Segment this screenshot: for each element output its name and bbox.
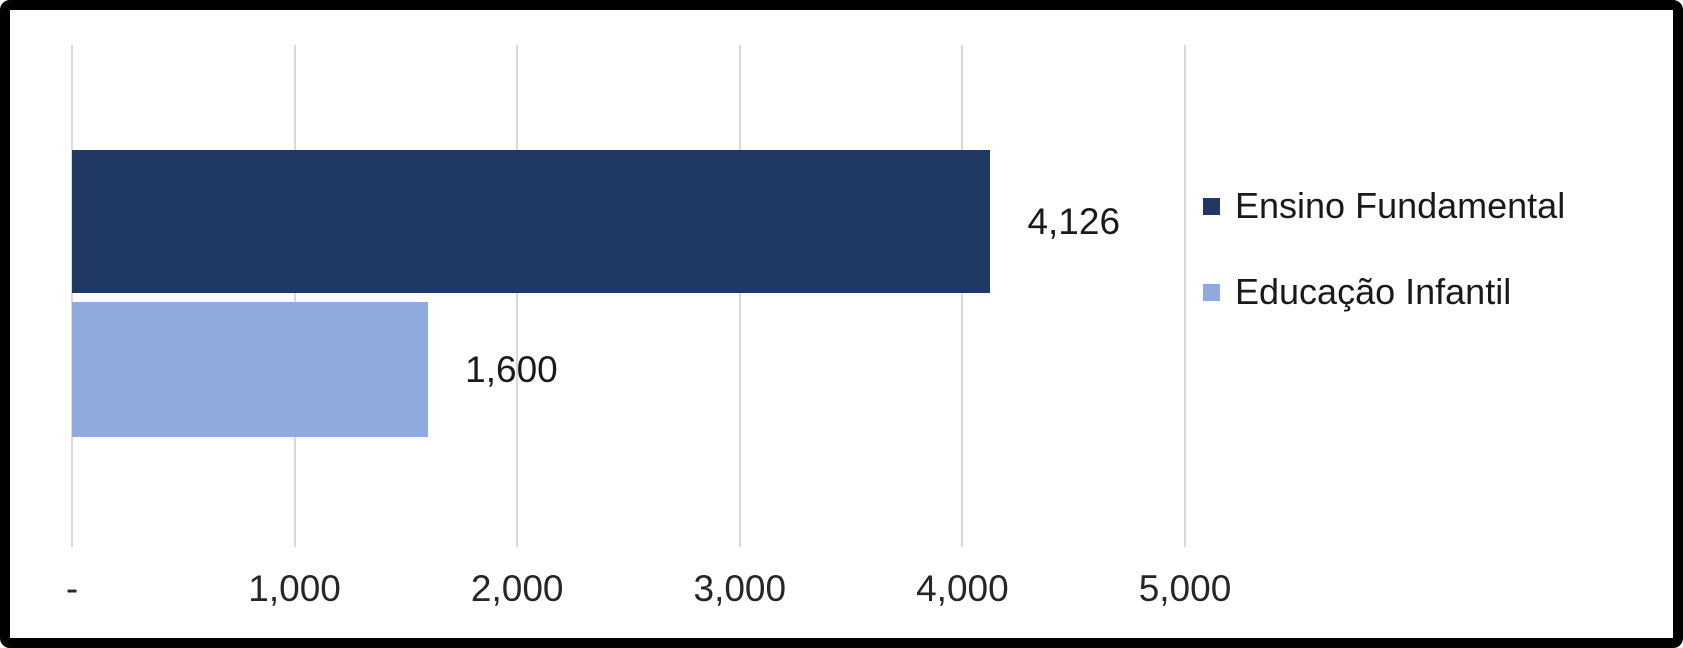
legend: Ensino Fundamental Educação Infantil xyxy=(1203,185,1565,313)
legend-marker-icon xyxy=(1203,197,1220,215)
gridline-1000 xyxy=(293,45,296,547)
gridline-2000 xyxy=(516,45,519,547)
plot-area: 4,126 1,600 xyxy=(71,45,1186,547)
bar-ensino-fundamental[interactable] xyxy=(72,150,991,293)
data-label-educacao-infantil: 1,600 xyxy=(465,348,558,390)
data-label-ensino-fundamental: 4,126 xyxy=(1027,200,1121,242)
x-tick-4000: 4,000 xyxy=(916,568,1009,609)
gridline-0 xyxy=(71,45,73,547)
gridline-5000 xyxy=(1184,45,1186,547)
legend-label: Educação Infantil xyxy=(1235,271,1512,312)
bar-educacao-infantil[interactable] xyxy=(72,302,429,437)
bar-row-educacao-infantil: 1,600 xyxy=(72,302,1655,437)
x-tick-0: - xyxy=(65,568,79,609)
bar-row-ensino-fundamental: 4,126 xyxy=(72,150,1655,293)
legend-entry-educacao-infantil[interactable]: Educação Infantil xyxy=(1203,271,1565,313)
x-tick-2000: 2,000 xyxy=(470,568,564,609)
x-tick-3000: 3,000 xyxy=(693,568,787,609)
x-tick-5000: 5,000 xyxy=(1138,568,1232,609)
gridline-3000 xyxy=(738,45,741,547)
gridline-4000 xyxy=(961,45,964,547)
legend-entry-ensino-fundamental[interactable]: Ensino Fundamental xyxy=(1203,185,1565,227)
x-axis: - 1,000 2,000 3,000 4,000 5,000 xyxy=(66,568,1231,616)
x-tick-1000: 1,000 xyxy=(248,568,341,609)
legend-label: Ensino Fundamental xyxy=(1235,185,1566,226)
legend-marker-icon xyxy=(1203,283,1220,301)
